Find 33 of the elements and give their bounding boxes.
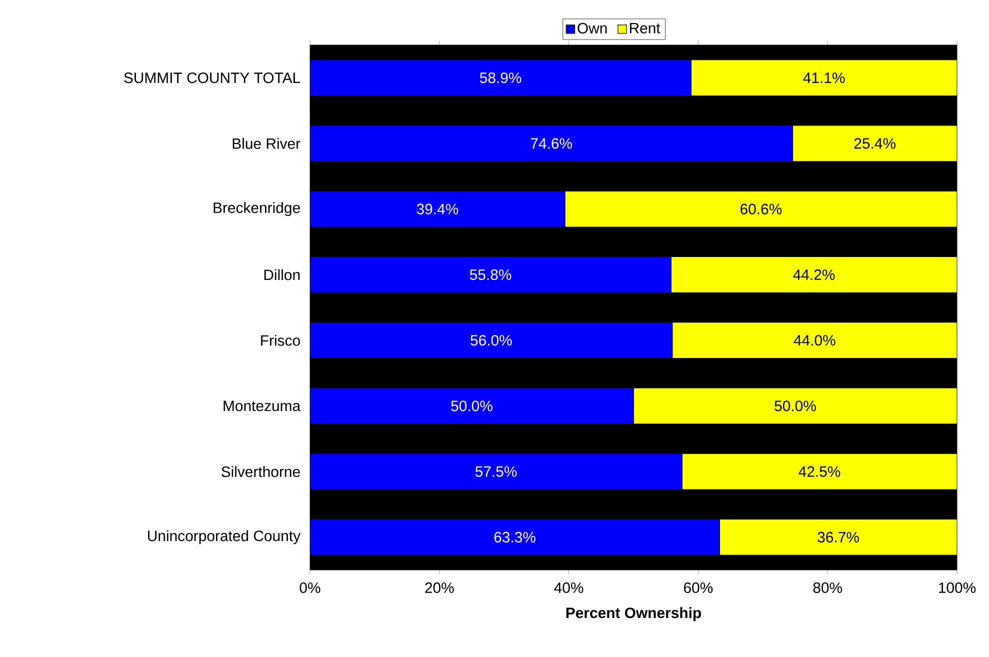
x-tick-label: 20% [425, 582, 454, 594]
data-label: 56.0% [470, 335, 512, 346]
data-label: 25.4% [854, 138, 896, 149]
y-tick-label: Silverthorne [222, 466, 300, 478]
data-label: 36.7% [818, 532, 859, 542]
data-label: 60.6% [740, 204, 782, 214]
x-tick-label: 40% [554, 582, 584, 594]
data-label: 44.0% [794, 335, 836, 346]
data-label: 44.2% [793, 269, 835, 280]
y-tick-label: SUMMIT COUNTY TOTAL [124, 72, 300, 84]
data-label: 42.5% [798, 466, 840, 477]
y-tick-label: Dillon [264, 269, 300, 280]
x-tick-label: 60% [684, 582, 713, 594]
data-label: 50.0% [451, 400, 492, 412]
legend-label: Rent [630, 22, 660, 34]
x-tick-label: 100% [939, 582, 976, 594]
data-label: 55.8% [470, 269, 512, 280]
legend-label: Own [578, 22, 607, 34]
x-tick-label: 0% [300, 582, 320, 594]
data-label: 39.4% [416, 204, 458, 214]
data-label: 50.0% [774, 400, 816, 412]
y-tick-label: Breckenridge [214, 202, 300, 216]
x-axis-title: Percent Ownership [566, 607, 701, 622]
y-tick-label: Frisco [261, 334, 300, 346]
data-label: 41.1% [803, 72, 845, 84]
y-tick-label: Unincorporated County [148, 530, 300, 544]
y-tick-label: Montezuma [224, 400, 301, 412]
x-tick-label: 80% [813, 582, 842, 594]
data-label: 63.3% [494, 532, 536, 542]
data-label: 57.5% [475, 466, 517, 477]
data-label: 74.6% [530, 138, 572, 149]
y-tick-label: Blue River [232, 138, 300, 149]
data-label: 58.9% [480, 72, 522, 84]
